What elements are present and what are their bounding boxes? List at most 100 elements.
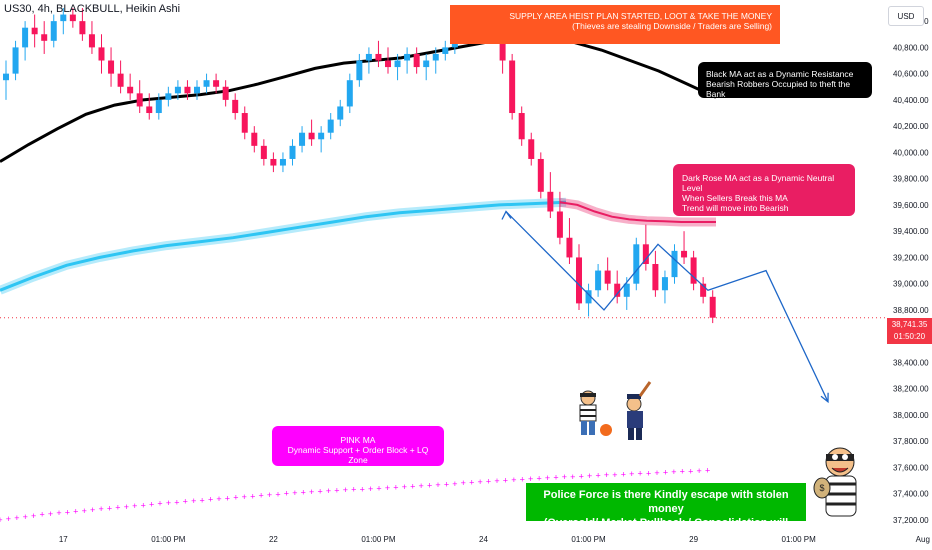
thief-figure-icon xyxy=(579,390,612,436)
pink-ma-marker: + xyxy=(595,471,600,481)
pink-ma-marker: + xyxy=(275,489,280,499)
x-tick-label: 01:00 PM xyxy=(782,535,817,544)
pink-ma-marker: + xyxy=(191,496,196,506)
pink-ma-marker: + xyxy=(680,467,685,477)
pink-ma-marker: + xyxy=(360,484,365,494)
pink-ma-marker: + xyxy=(107,503,112,513)
candle-body xyxy=(633,244,640,284)
pink-ma-marker: + xyxy=(309,487,314,497)
candle-body xyxy=(41,34,48,41)
supply-line-1: SUPPLY AREA HEIST PLAN STARTED, LOOT & T… xyxy=(509,11,772,21)
candles xyxy=(3,8,716,324)
pink-ma-marker: + xyxy=(56,508,61,518)
candle-body xyxy=(184,86,191,94)
y-tick-label: 37,400.00 xyxy=(893,490,929,499)
x-tick-label: 24 xyxy=(479,535,488,544)
candle-body xyxy=(22,27,29,48)
x-tick-label: 01:00 PM xyxy=(571,535,606,544)
rose-ma-line-3: Trend will move into Bearish xyxy=(682,203,789,213)
pink-ma-marker: + xyxy=(6,514,11,524)
y-tick-label: 37,200.00 xyxy=(893,516,929,525)
y-tick-label: 38,200.00 xyxy=(893,385,929,394)
pink-ma-annotation[interactable]: PINK MA Dynamic Support + Order Block + … xyxy=(272,426,444,466)
blue-ma-band-outer xyxy=(0,197,567,295)
y-tick-label: 39,800.00 xyxy=(893,175,929,184)
black-ma-annotation[interactable]: Black MA act as a Dynamic Resistance Bea… xyxy=(698,62,872,99)
candle-body xyxy=(260,145,267,159)
pink-ma-marker: + xyxy=(427,480,432,490)
pink-ma-marker: + xyxy=(452,479,457,489)
candle-body xyxy=(270,158,277,166)
black-ma-line-2: Bearish Robbers Occupied to theft the Ba… xyxy=(706,79,851,99)
candle-body xyxy=(623,283,630,297)
candle-body xyxy=(509,60,516,114)
y-tick-label: 38,000.00 xyxy=(893,411,929,420)
candle-body xyxy=(289,145,296,159)
y-tick-label: 38,400.00 xyxy=(893,358,929,367)
pink-ma-marker: + xyxy=(39,510,44,520)
candle-body xyxy=(385,60,391,68)
pink-ma-marker: + xyxy=(545,473,550,483)
candle-body xyxy=(3,73,9,81)
pink-ma-marker: + xyxy=(410,481,415,491)
candle-body xyxy=(681,250,688,258)
pink-ma-marker: + xyxy=(697,466,702,476)
svg-text:$: $ xyxy=(819,483,824,493)
time-axis[interactable]: 17 01:00 PM 22 01:00 PM 24 01:00 PM 29 01:00 PM… xyxy=(59,535,932,544)
candle-body xyxy=(661,277,668,291)
candle-body xyxy=(671,250,678,278)
candle-body xyxy=(308,132,315,140)
symbol-header[interactable]: US30, 4h, BLACKBULL, Heikin Ashi xyxy=(4,3,181,15)
candle-body xyxy=(232,99,239,114)
y-tick-label: 39,400.00 xyxy=(893,227,929,236)
pink-ma-marker: + xyxy=(183,497,188,507)
y-tick-label: 40,800.00 xyxy=(893,43,929,52)
x-tick-label: 22 xyxy=(269,535,278,544)
last-price-value: 38,741.35 xyxy=(891,320,928,329)
rose-ma-path xyxy=(559,201,716,223)
candle-body xyxy=(585,290,592,304)
candle-body xyxy=(117,73,124,87)
y-tick-label: 40,200.00 xyxy=(893,122,929,131)
pink-ma-marker: + xyxy=(461,478,466,488)
x-tick-label: Aug xyxy=(916,535,930,544)
candle-body xyxy=(423,60,430,68)
pink-ma-marker: + xyxy=(612,470,617,480)
pink-ma-marker: + xyxy=(267,490,272,500)
rose-ma-band xyxy=(559,197,716,227)
pink-ma-marker: + xyxy=(629,469,634,479)
pink-ma-marker: + xyxy=(98,504,103,514)
pink-ma-marker: + xyxy=(65,507,70,517)
pink-ma-line-2: Dynamic Support + Order Block + LQ Zone xyxy=(287,445,429,465)
y-tick-label: 40,000.00 xyxy=(893,148,929,157)
blue-ma-band xyxy=(0,197,567,295)
candle-body xyxy=(69,14,76,22)
pink-ma-line: + + + + + + + + + + + + + + + + + + + + + + + + + + + + + + + + + + + + + + + +… xyxy=(0,466,710,525)
police-annotation[interactable]: Police Force is there Kindly escape with… xyxy=(526,483,806,543)
police-line-1: Police Force is there Kindly escape with… xyxy=(543,489,789,515)
bar-countdown: 01:50:20 xyxy=(893,332,926,341)
x-tick-label: 01:00 PM xyxy=(361,535,396,544)
police-figure-icon xyxy=(626,381,652,440)
pink-ma-marker: + xyxy=(284,489,289,499)
black-ma-path xyxy=(0,38,717,163)
candle-body xyxy=(136,93,143,107)
price-axis[interactable]: 41,000.0040,800.0040,600.0040,400.0040,2… xyxy=(893,17,929,525)
currency-selector[interactable]: USD xyxy=(888,6,924,26)
pink-ma-marker: + xyxy=(115,503,120,513)
candle-body xyxy=(394,60,401,68)
candle-body xyxy=(31,27,38,35)
pink-ma-marker: + xyxy=(73,507,78,517)
y-tick-label: 39,200.00 xyxy=(893,253,929,262)
candle-body xyxy=(318,132,325,140)
supply-area-annotation[interactable]: SUPPLY AREA HEIST PLAN STARTED, LOOT & T… xyxy=(450,5,780,44)
pink-ma-marker: + xyxy=(494,476,499,486)
candle-body xyxy=(327,119,334,133)
supply-line-2: (Thieves are stealing Downside / Traders… xyxy=(572,21,772,31)
pink-ma-marker: + xyxy=(90,505,95,515)
candle-body xyxy=(174,86,181,94)
pink-ma-marker: + xyxy=(200,495,205,505)
rose-ma-annotation[interactable]: Dark Rose MA act as a Dynamic Neutral Le… xyxy=(673,164,855,216)
projection-arrowhead xyxy=(820,392,829,404)
